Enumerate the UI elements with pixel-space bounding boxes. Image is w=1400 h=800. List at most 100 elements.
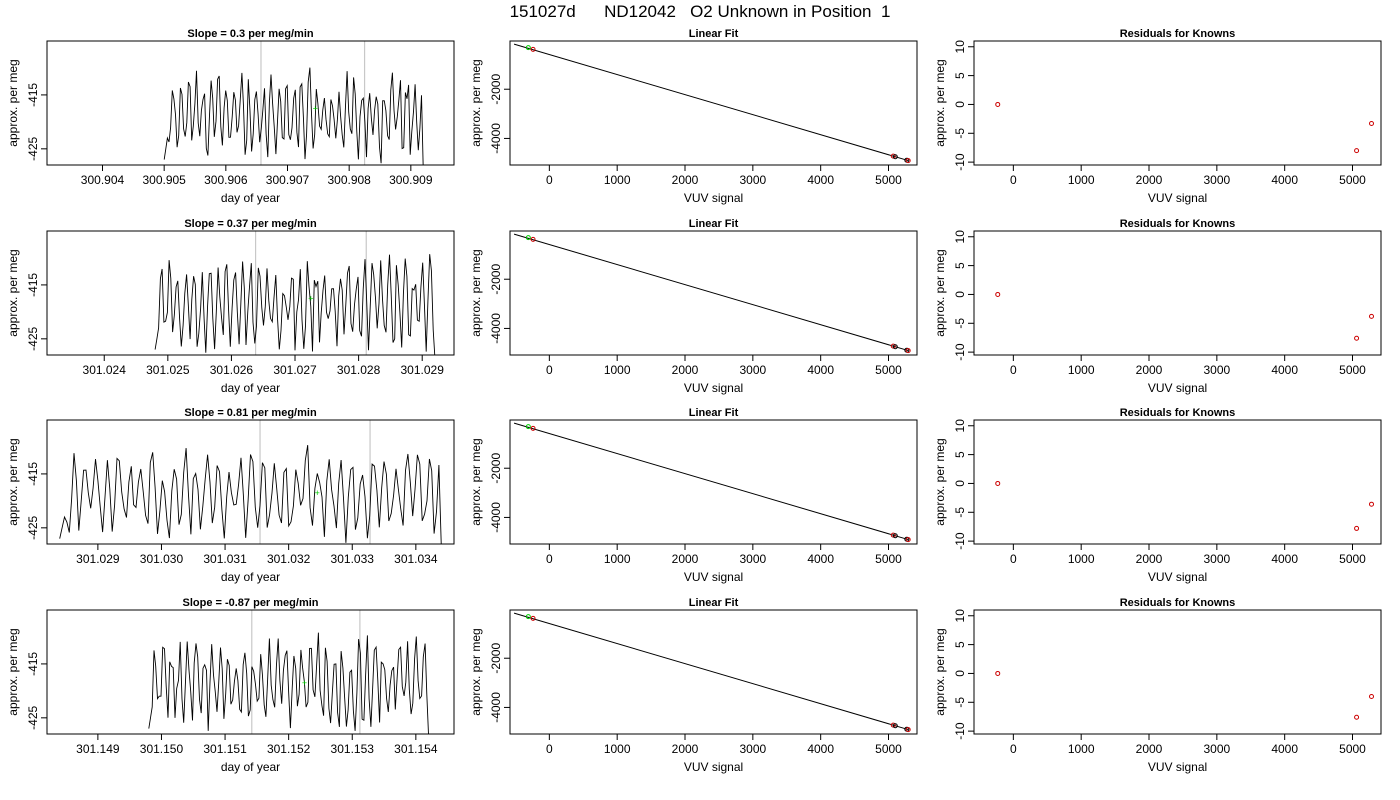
plot-frame <box>509 40 918 166</box>
y-axis-label: approx. per meg <box>6 249 20 336</box>
plot-content: + <box>59 420 442 544</box>
x-tick-label: 300.908 <box>327 173 371 187</box>
x-tick-label: 301.032 <box>267 552 311 566</box>
x-tick-label: 301.149 <box>76 742 120 756</box>
y-tick-label: -425 <box>26 705 40 729</box>
y-tick-label: -4000 <box>489 123 503 154</box>
y-tick-label: 0 <box>953 291 967 298</box>
panel-title: Residuals for Knowns <box>1120 597 1236 609</box>
data-point <box>1369 120 1375 126</box>
x-axis: 0 1000 2000 3000 4000 5000 <box>546 734 902 756</box>
x-axis: 0 1000 2000 3000 4000 5000 <box>1010 544 1366 566</box>
x-tick-label: 301.029 <box>76 552 120 566</box>
x-axis: 0 1000 2000 3000 4000 5000 <box>1010 355 1366 377</box>
x-tick-label: 3000 <box>1203 363 1230 377</box>
y-tick-label: 10 <box>953 230 967 244</box>
y-tick-label: 0 <box>953 480 967 487</box>
y-tick-label: -415 <box>26 462 40 486</box>
panel-title: Linear Fit <box>689 597 739 609</box>
chart-panel-11: Linear Fit 0 1000 2000 3000 4000 5000 VUV signa… <box>469 597 918 774</box>
data-point <box>892 154 898 160</box>
x-axis: 301.029 301.030 301.031 301.032 301.033 301.0… <box>76 544 438 566</box>
x-tick-label: 300.909 <box>389 173 433 187</box>
x-axis: 0 1000 2000 3000 4000 5000 <box>546 165 902 187</box>
x-tick-label: 301.028 <box>337 363 381 377</box>
y-tick-label: -2000 <box>489 264 503 295</box>
chart-panel-5: Linear Fit 0 1000 2000 3000 4000 5000 VUV signa… <box>469 218 918 395</box>
x-tick-label: 3000 <box>739 552 766 566</box>
data-point <box>525 424 531 430</box>
x-tick-label: 0 <box>1010 173 1017 187</box>
y-axis: -2000 -4000 <box>489 643 510 723</box>
x-tick-label: 2000 <box>1136 742 1163 756</box>
y-tick-label: 10 <box>953 419 967 433</box>
plot-frame <box>973 230 1382 356</box>
x-tick-label: 4000 <box>807 742 834 756</box>
data-point <box>1369 501 1375 507</box>
data-point <box>530 46 536 52</box>
x-axis: 0 1000 2000 3000 4000 5000 <box>546 355 902 377</box>
plot-area: Linear Fit 0 1000 2000 3000 4000 5000 VUV signa… <box>469 407 918 584</box>
plot-frame <box>973 609 1382 735</box>
y-tick-label: 5 <box>953 72 967 79</box>
y-axis: -415 -425 <box>26 462 47 540</box>
x-tick-label: 301.031 <box>203 552 247 566</box>
y-tick-label: -5 <box>953 507 967 518</box>
data-point <box>1354 335 1360 341</box>
x-tick-label: 1000 <box>1068 552 1095 566</box>
y-tick-label: -4000 <box>489 313 503 344</box>
x-tick-label: 2000 <box>672 363 699 377</box>
data-trace <box>163 67 424 165</box>
x-tick-label: 5000 <box>875 742 902 756</box>
x-axis-label: VUV signal <box>1148 191 1207 205</box>
figure-title: 151027d ND12042 O2 Unknown in Position 1 <box>509 2 891 21</box>
y-axis-label: approx. per meg <box>469 438 483 525</box>
y-axis: -10 -5 0 5 10 <box>953 40 974 171</box>
x-tick-label: 5000 <box>875 552 902 566</box>
y-tick-label: 10 <box>953 609 967 623</box>
x-tick-label: 300.906 <box>204 173 248 187</box>
data-point <box>1354 525 1360 531</box>
x-tick-label: 301.154 <box>394 742 438 756</box>
plot-frame <box>46 40 455 166</box>
x-tick-label: 301.034 <box>394 552 438 566</box>
y-axis: -10 -5 0 5 10 <box>953 419 974 550</box>
data-point <box>892 533 898 539</box>
data-point <box>995 291 1001 297</box>
y-tick-label: -415 <box>26 83 40 107</box>
x-tick-label: 0 <box>546 173 553 187</box>
y-axis: -415 -425 <box>26 83 47 161</box>
panel-title: Residuals for Knowns <box>1120 28 1236 40</box>
plot-area: Linear Fit 0 1000 2000 3000 4000 5000 VUV signa… <box>469 597 918 774</box>
fit-point-marker: + <box>308 293 313 303</box>
y-tick-label: -425 <box>26 136 40 160</box>
x-tick-label: 2000 <box>1136 552 1163 566</box>
y-axis-label: approx. per meg <box>469 628 483 715</box>
y-axis: -415 -425 <box>26 652 47 730</box>
y-axis-label: approx. per meg <box>469 59 483 146</box>
y-tick-label: 5 <box>953 641 967 648</box>
y-tick-label: -2000 <box>489 453 503 484</box>
y-tick-label: -10 <box>953 153 967 171</box>
x-axis: 301.024 301.025 301.026 301.027 301.028 301.0… <box>83 355 445 377</box>
y-tick-label: -4000 <box>489 692 503 723</box>
x-tick-label: 301.029 <box>401 363 445 377</box>
x-tick-label: 4000 <box>807 363 834 377</box>
x-tick-label: 2000 <box>1136 363 1163 377</box>
x-axis: 0 1000 2000 3000 4000 5000 <box>1010 734 1366 756</box>
plot-frame <box>973 40 1382 166</box>
x-tick-label: 2000 <box>672 552 699 566</box>
plot-content: + <box>148 610 429 734</box>
x-tick-label: 301.027 <box>273 363 317 377</box>
x-tick-label: 1000 <box>604 552 631 566</box>
x-tick-label: 3000 <box>1203 552 1230 566</box>
y-tick-label: -425 <box>26 326 40 350</box>
y-tick-label: 5 <box>953 262 967 269</box>
